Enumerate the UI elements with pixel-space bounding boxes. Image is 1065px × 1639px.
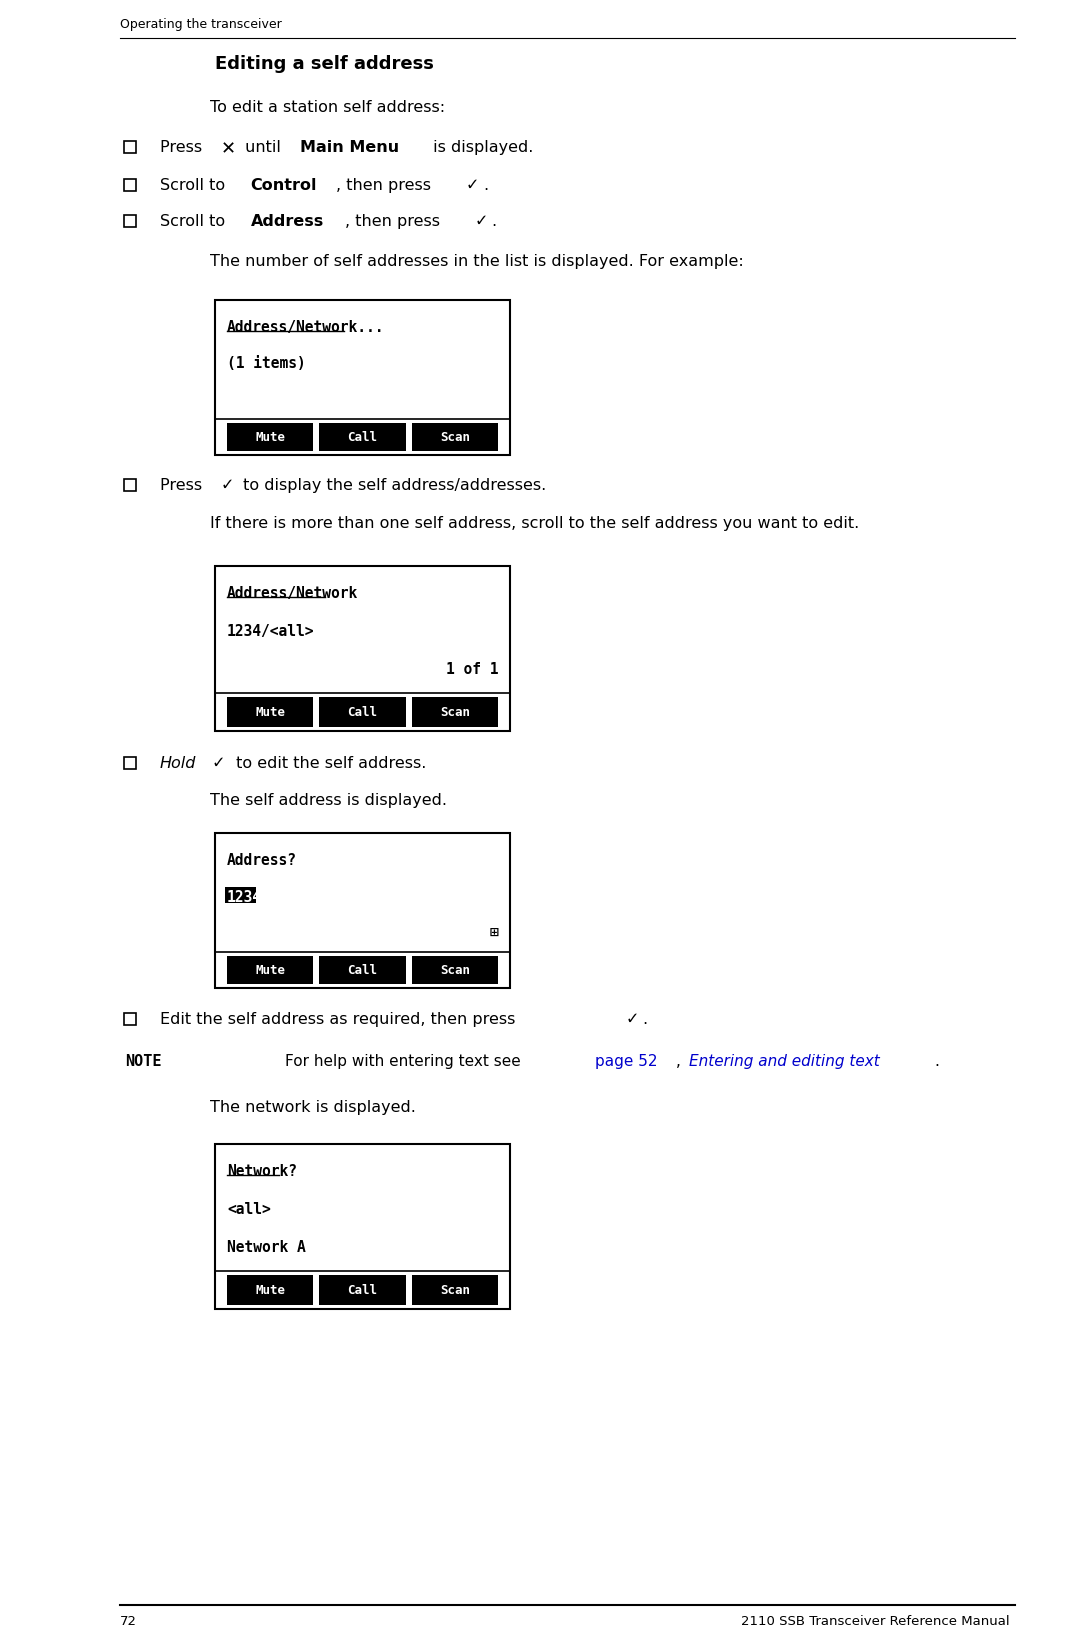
Text: Call: Call	[347, 964, 377, 977]
Bar	[412, 423, 498, 451]
Text: Mute: Mute	[256, 1283, 285, 1296]
Bar	[412, 697, 498, 728]
Text: ✓: ✓	[474, 215, 488, 229]
Text: Editing a self address: Editing a self address	[215, 56, 433, 74]
Bar	[227, 1275, 313, 1305]
Text: Mute: Mute	[256, 431, 285, 444]
Bar	[215, 300, 510, 456]
Bar	[412, 956, 498, 983]
Text: Scan: Scan	[440, 1283, 470, 1296]
Text: to display the self address/addresses.: to display the self address/addresses.	[239, 479, 546, 493]
Bar	[227, 697, 313, 728]
Text: <all>: <all>	[227, 1203, 271, 1218]
Bar	[215, 1144, 510, 1310]
Text: The network is displayed.: The network is displayed.	[210, 1100, 415, 1115]
Bar	[320, 423, 406, 451]
Text: Scan: Scan	[440, 964, 470, 977]
Text: Address?: Address?	[227, 854, 297, 869]
Text: 2110 SSB Transceiver Reference Manual: 2110 SSB Transceiver Reference Manual	[741, 1614, 1010, 1628]
Text: to edit the self address.: to edit the self address.	[231, 756, 426, 770]
Text: Scroll to: Scroll to	[160, 215, 230, 229]
Text: Control: Control	[250, 179, 317, 193]
Bar	[124, 479, 136, 492]
Bar	[215, 565, 510, 731]
Text: .: .	[492, 215, 496, 229]
Text: ,: ,	[676, 1054, 686, 1069]
Text: Address/Network...: Address/Network...	[227, 320, 384, 336]
Text: until: until	[241, 139, 286, 156]
Text: , then press: , then press	[345, 215, 445, 229]
Text: Press: Press	[160, 479, 208, 493]
Text: 1234/<all>: 1234/<all>	[227, 624, 314, 639]
Text: ⊞: ⊞	[489, 924, 498, 939]
Text: Press: Press	[160, 139, 208, 156]
Text: , then press: , then press	[337, 179, 437, 193]
Text: Mute: Mute	[256, 705, 285, 718]
Bar	[320, 956, 406, 983]
Text: Network A: Network A	[227, 1241, 306, 1255]
Text: Address/Network: Address/Network	[227, 587, 358, 602]
Bar	[227, 956, 313, 983]
Bar	[124, 757, 136, 769]
Text: Scroll to: Scroll to	[160, 179, 230, 193]
Text: ✓: ✓	[465, 179, 479, 193]
Text: Mute: Mute	[256, 964, 285, 977]
Bar	[124, 141, 136, 152]
Text: ✕: ✕	[220, 139, 236, 157]
Bar	[215, 833, 510, 988]
Text: Call: Call	[347, 1283, 377, 1296]
Text: ✓: ✓	[220, 479, 234, 493]
Bar	[320, 1275, 406, 1305]
Text: If there is more than one self address, scroll to the self address you want to e: If there is more than one self address, …	[210, 516, 859, 531]
Text: ✓: ✓	[207, 756, 226, 770]
Text: Address: Address	[250, 215, 324, 229]
Bar	[225, 887, 257, 903]
Bar	[124, 215, 136, 226]
Text: Scan: Scan	[440, 705, 470, 718]
Text: 1234: 1234	[227, 890, 262, 905]
Text: .: .	[935, 1054, 939, 1069]
Text: Call: Call	[347, 705, 377, 718]
Text: Call: Call	[347, 431, 377, 444]
Text: The number of self addresses in the list is displayed. For example:: The number of self addresses in the list…	[210, 254, 743, 269]
Text: 1 of 1: 1 of 1	[445, 662, 498, 677]
Text: The self address is displayed.: The self address is displayed.	[210, 793, 447, 808]
Text: Hold: Hold	[160, 756, 196, 770]
Bar	[412, 1275, 498, 1305]
Text: 72: 72	[120, 1614, 137, 1628]
Text: Main Menu: Main Menu	[300, 139, 399, 156]
Text: (1 items): (1 items)	[227, 356, 306, 370]
Text: ✓: ✓	[625, 1011, 639, 1028]
Text: .: .	[642, 1011, 648, 1028]
Text: Entering and editing text: Entering and editing text	[689, 1054, 880, 1069]
Text: Scan: Scan	[440, 431, 470, 444]
Bar	[124, 179, 136, 192]
Text: For help with entering text see: For help with entering text see	[285, 1054, 526, 1069]
Text: page 52: page 52	[595, 1054, 658, 1069]
Text: Network?: Network?	[227, 1164, 297, 1180]
Text: Operating the transceiver: Operating the transceiver	[120, 18, 282, 31]
Text: NOTE: NOTE	[125, 1054, 162, 1069]
Text: To edit a station self address:: To edit a station self address:	[210, 100, 445, 115]
Bar	[124, 1013, 136, 1024]
Bar	[320, 697, 406, 728]
Text: is displayed.: is displayed.	[428, 139, 534, 156]
Bar	[227, 423, 313, 451]
Text: .: .	[482, 179, 488, 193]
Text: Edit the self address as required, then press: Edit the self address as required, then …	[160, 1011, 521, 1028]
